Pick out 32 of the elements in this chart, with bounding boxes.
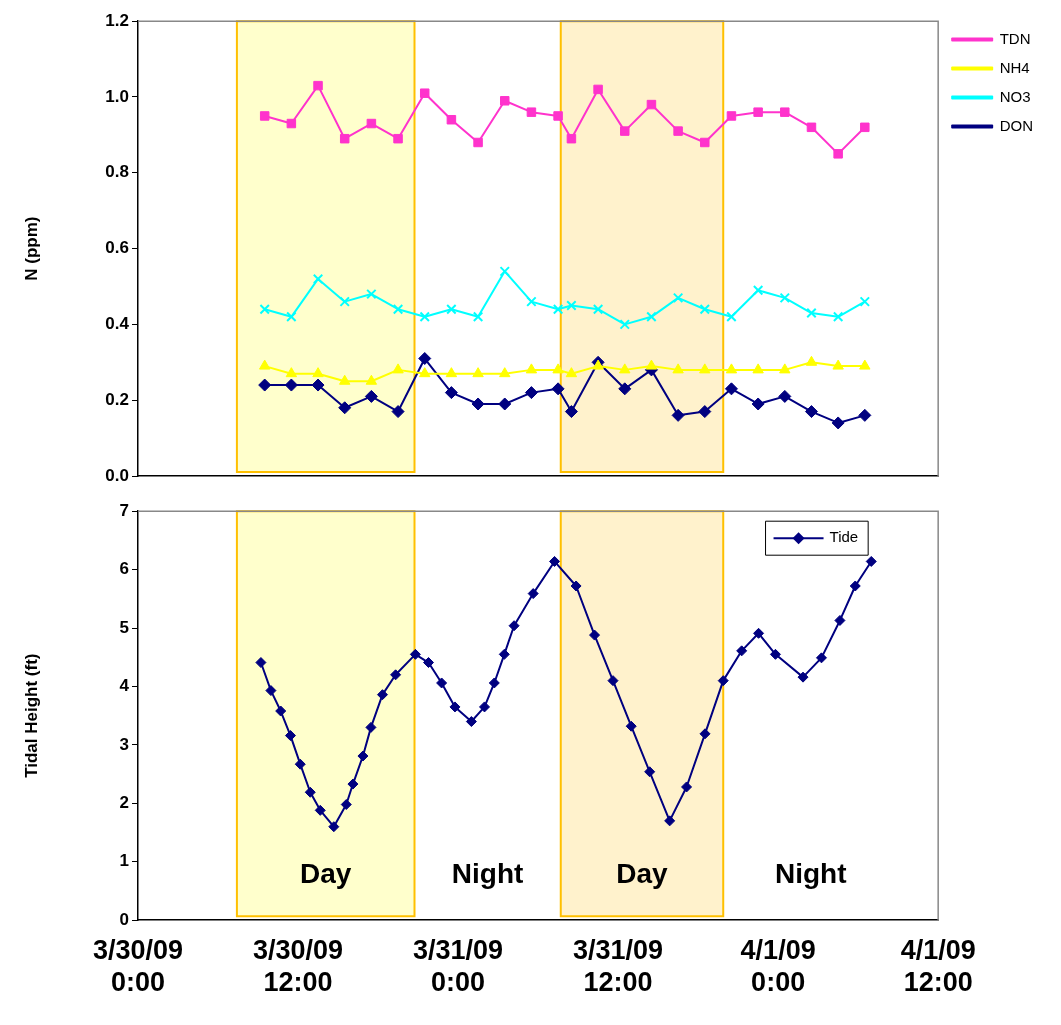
y-tick-label: 3 xyxy=(119,734,129,754)
y-tick-label: 1.0 xyxy=(105,86,129,106)
y-axis-title: N (ppm) xyxy=(21,216,41,281)
legend-label: TDN xyxy=(999,29,1031,47)
y-tick-label: 0.4 xyxy=(105,314,130,334)
y-axis-title: Tidal Height (ft) xyxy=(21,653,41,778)
y-tick-label: 2 xyxy=(119,793,129,813)
legend-label: NO3 xyxy=(999,87,1031,105)
y-tick-label: 0.2 xyxy=(105,389,129,409)
x-tick-label: 3/30/09 0:00 xyxy=(92,934,184,998)
x-tick-label: 4/1/09 0:00 xyxy=(740,934,816,998)
y-tick-label: 7 xyxy=(119,500,129,520)
y-tick-label: 1.2 xyxy=(105,10,129,30)
legend-label: NH4 xyxy=(999,58,1030,76)
x-tick-label: 4/1/09 12:00 xyxy=(900,934,976,998)
x-tick-label: 3/31/09 12:00 xyxy=(573,934,664,998)
x-tick-label: 3/30/09 12:00 xyxy=(252,934,344,998)
y-tick-label: 4 xyxy=(119,676,130,696)
band-label: Day xyxy=(300,857,352,889)
band-label: Day xyxy=(616,857,669,889)
annotation: Night xyxy=(451,857,524,889)
y-tick-label: 0.0 xyxy=(105,465,129,485)
legend-label: Tide xyxy=(829,528,859,546)
x-tick-label: 3/31/09 0:00 xyxy=(413,934,504,998)
y-tick-label: 6 xyxy=(119,559,129,579)
y-tick-label: 0.8 xyxy=(105,162,129,182)
annotation: Night xyxy=(774,857,847,889)
y-tick-label: 0.6 xyxy=(105,238,129,258)
y-tick-label: 0 xyxy=(119,909,129,929)
y-tick-label: 5 xyxy=(119,617,129,637)
y-tick-label: 1 xyxy=(119,851,129,871)
legend-label: DON xyxy=(999,116,1034,134)
